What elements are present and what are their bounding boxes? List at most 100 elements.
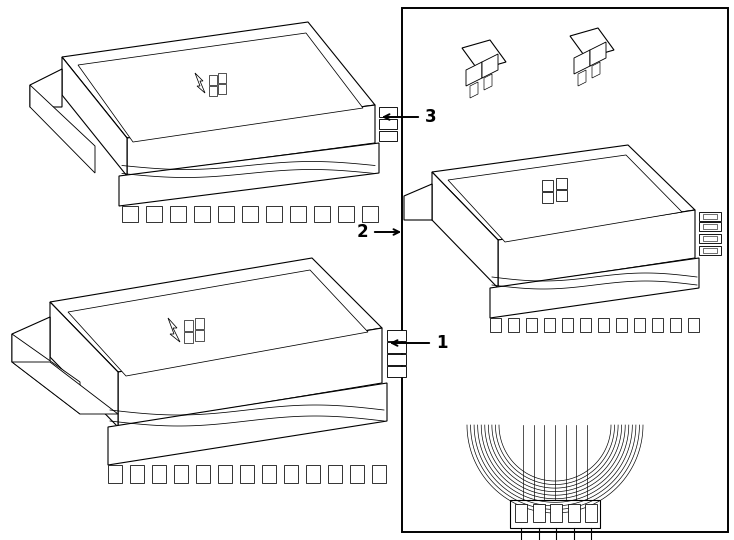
Polygon shape [119,143,379,206]
Polygon shape [372,465,386,483]
Polygon shape [196,465,210,483]
Polygon shape [703,248,717,253]
Polygon shape [598,318,609,332]
Polygon shape [184,332,193,343]
Polygon shape [616,318,627,332]
Polygon shape [556,190,567,201]
Polygon shape [218,73,226,83]
Polygon shape [62,57,127,176]
Polygon shape [262,465,276,483]
Polygon shape [218,465,232,483]
Polygon shape [50,302,118,427]
Polygon shape [12,334,80,414]
Text: 3: 3 [425,108,437,126]
Polygon shape [550,504,562,522]
Polygon shape [170,206,186,222]
Polygon shape [314,206,330,222]
Polygon shape [118,328,382,427]
Polygon shape [12,317,50,362]
Polygon shape [194,206,210,222]
Polygon shape [174,465,188,483]
Polygon shape [404,184,432,220]
Polygon shape [130,465,144,483]
Polygon shape [448,155,682,242]
Polygon shape [532,504,545,522]
Polygon shape [703,214,717,219]
Polygon shape [387,366,406,377]
Polygon shape [490,258,699,318]
Text: 1: 1 [436,334,448,352]
Polygon shape [542,180,553,191]
Polygon shape [699,212,721,221]
Polygon shape [387,330,406,341]
Polygon shape [108,465,122,483]
Polygon shape [350,465,364,483]
Polygon shape [562,318,573,332]
Polygon shape [218,206,234,222]
Polygon shape [510,500,600,528]
Polygon shape [542,192,553,203]
Polygon shape [218,84,226,94]
Polygon shape [195,73,205,93]
Polygon shape [515,504,527,522]
Polygon shape [12,362,118,414]
Polygon shape [703,236,717,241]
Polygon shape [387,354,406,365]
Polygon shape [328,465,342,483]
Polygon shape [670,318,681,332]
Polygon shape [652,318,663,332]
Polygon shape [699,222,721,231]
Polygon shape [544,318,555,332]
Polygon shape [108,383,387,465]
Polygon shape [470,82,478,98]
Polygon shape [703,224,717,229]
Polygon shape [152,465,166,483]
Polygon shape [78,33,363,142]
Polygon shape [432,145,695,240]
Polygon shape [498,210,695,288]
Polygon shape [590,42,606,66]
Polygon shape [266,206,282,222]
Polygon shape [30,85,95,173]
Polygon shape [526,318,537,332]
Polygon shape [184,320,193,331]
Polygon shape [508,318,519,332]
Polygon shape [634,318,645,332]
Polygon shape [688,318,699,332]
Polygon shape [484,74,492,90]
Polygon shape [556,178,567,189]
Polygon shape [567,504,580,522]
Polygon shape [122,206,138,222]
Polygon shape [146,206,162,222]
Polygon shape [168,318,180,342]
Polygon shape [195,330,204,341]
Polygon shape [338,206,354,222]
Polygon shape [240,465,254,483]
Polygon shape [362,206,378,222]
Polygon shape [195,318,204,329]
Polygon shape [209,75,217,85]
Polygon shape [209,86,217,96]
Polygon shape [127,105,375,176]
Polygon shape [306,465,320,483]
Polygon shape [379,107,397,117]
Polygon shape [290,206,306,222]
Polygon shape [580,318,591,332]
Polygon shape [578,70,586,86]
Polygon shape [379,119,397,129]
Polygon shape [402,8,728,532]
Polygon shape [570,28,614,58]
Polygon shape [482,54,498,78]
Polygon shape [50,258,382,372]
Text: 2: 2 [357,223,368,241]
Polygon shape [592,62,600,78]
Polygon shape [490,318,501,332]
Polygon shape [68,270,368,376]
Polygon shape [62,22,375,138]
Polygon shape [387,342,406,353]
Polygon shape [574,50,590,74]
Polygon shape [379,131,397,141]
Polygon shape [466,62,482,86]
Polygon shape [284,465,298,483]
Polygon shape [462,40,506,70]
